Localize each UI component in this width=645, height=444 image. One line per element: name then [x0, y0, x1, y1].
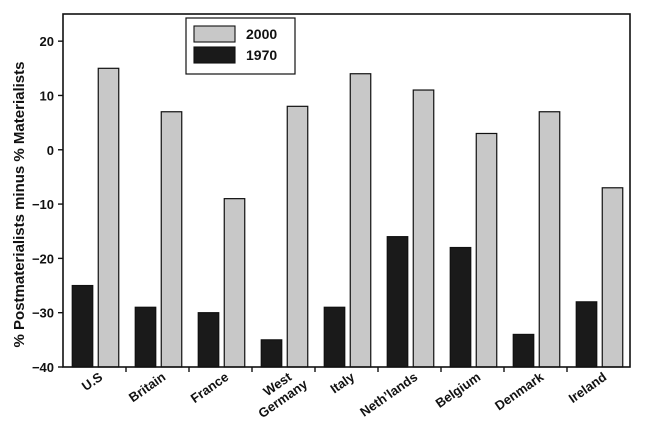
x-category-label: Britain [126, 369, 168, 405]
x-category-line: Italy [327, 369, 358, 397]
legend: 2000 1970 [185, 17, 296, 75]
x-category-label: France [188, 369, 232, 406]
bar-2000-5 [349, 73, 372, 368]
bar-1970-1 [71, 284, 94, 368]
bar-1970-9 [575, 301, 598, 368]
bar-2000-7 [475, 132, 498, 368]
x-category-line: Ireland [566, 369, 610, 406]
y-tick-label: −30 [32, 306, 54, 321]
bar-2000-1 [97, 67, 120, 368]
x-axis: U.S Britain France WestGermany Italy Neth’lan… [79, 364, 610, 421]
bar-1970-2 [134, 306, 157, 368]
x-category-line: Denmark [492, 369, 547, 414]
bar-1970-6 [386, 236, 409, 368]
y-tick-label: −10 [32, 197, 54, 212]
y-tick-label: −40 [32, 360, 54, 375]
legend-box [185, 17, 296, 75]
y-tick-label: −20 [32, 251, 54, 266]
y-tick-label: 20 [40, 34, 54, 49]
x-category-label: Neth’lands [357, 369, 420, 419]
bar-2000-2 [160, 111, 183, 368]
bar-2000-3 [223, 198, 246, 368]
y-tick-label: 0 [47, 143, 54, 158]
x-category-label: Ireland [566, 369, 610, 406]
bar-2000-9 [601, 187, 624, 368]
bar-1970-8 [512, 333, 535, 368]
y-tick-label: 10 [40, 88, 54, 103]
x-category-line: U.S [79, 369, 106, 394]
bar-1970-4 [260, 339, 283, 368]
bar-2000-6 [412, 89, 435, 368]
bars [71, 67, 624, 368]
bar-1970-3 [197, 312, 220, 368]
x-category-label: WestGermany [247, 364, 311, 421]
legend-label-1970: 1970 [246, 47, 277, 63]
bar-2000-4 [286, 105, 309, 368]
legend-label-2000: 2000 [246, 26, 277, 42]
x-category-label: U.S [79, 369, 106, 394]
bar-2000-8 [538, 111, 561, 368]
bar-1970-7 [449, 246, 472, 368]
x-category-line: Neth’lands [357, 369, 420, 419]
x-category-label: Italy [327, 369, 358, 397]
legend-swatch-2000 [193, 25, 236, 43]
x-category-line: Britain [126, 369, 168, 405]
plot-frame [62, 13, 631, 368]
x-category-line: France [188, 369, 232, 406]
x-category-label: Denmark [492, 369, 547, 414]
y-axis-title: % Postmaterialists minus % Materialists [11, 62, 28, 348]
legend-swatch-1970 [193, 46, 236, 64]
y-axis: 20 10 0 −10 −20 −30 −40 [32, 34, 63, 375]
x-category-line: Belgium [433, 369, 484, 411]
x-category-label: Belgium [433, 369, 484, 411]
bar-1970-5 [323, 306, 346, 368]
